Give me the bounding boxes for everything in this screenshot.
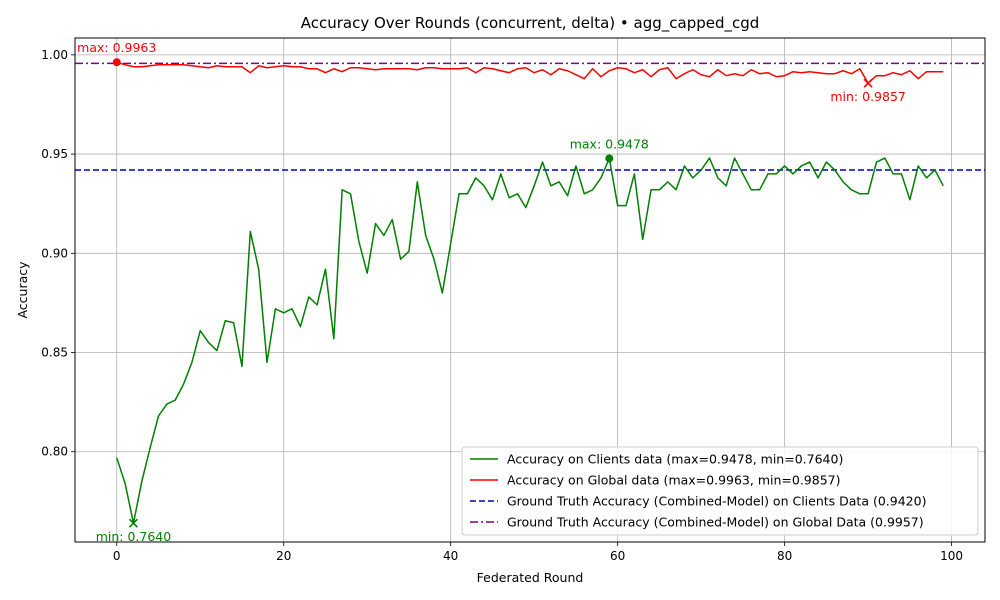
plot-frame — [74, 37, 986, 543]
x-axis-label: Federated Round — [477, 570, 584, 585]
x-axis-ticks: 0 20 40 60 80 100 — [113, 542, 963, 563]
chart-title: Accuracy Over Rounds (concurrent, delta)… — [301, 14, 760, 33]
legend-box — [461, 446, 979, 536]
x-tick-label: 40 — [443, 549, 458, 563]
x-tick-label: 20 — [276, 549, 291, 563]
y-tick-label: 1.00 — [41, 48, 68, 62]
min-marker-stroke — [863, 78, 873, 88]
y-tick-label: 0.80 — [41, 445, 68, 459]
annotation-label: max: 0.9963 — [77, 40, 156, 55]
legend-label: Ground Truth Accuracy (Combined-Model) o… — [507, 515, 924, 530]
legend-label: Accuracy on Clients data (max=0.9478, mi… — [507, 452, 843, 467]
min-marker — [128, 518, 139, 528]
y-axis-ticks: 0.80 0.85 0.90 0.95 1.00 — [41, 48, 75, 459]
annotation-label: min: 0.9857 — [830, 89, 906, 104]
reference-lines — [75, 62, 985, 171]
y-tick-label: 0.85 — [41, 346, 68, 360]
min-marker-stroke — [128, 518, 139, 528]
x-tick-label: 0 — [113, 549, 121, 563]
x-tick-label: 100 — [940, 549, 963, 563]
annotation-label: min: 0.7640 — [96, 529, 172, 544]
legend-label: Accuracy on Global data (max=0.9963, min… — [507, 473, 841, 488]
y-axis-label: Accuracy — [15, 261, 30, 319]
legend-label: Ground Truth Accuracy (Combined-Model) o… — [507, 494, 926, 509]
y-tick-label: 0.90 — [41, 246, 68, 260]
legend: Accuracy on Clients data (max=0.9478, mi… — [461, 446, 979, 536]
max-marker — [605, 154, 614, 163]
max-marker — [112, 58, 121, 67]
series-line-0 — [116, 157, 944, 524]
series-line-1 — [116, 61, 944, 84]
x-tick-label: 80 — [777, 549, 792, 563]
series-lines — [116, 61, 944, 524]
extremum-markers: max: 0.9963 min: 0.9857 max: 0.9478 min: 0.… — [77, 40, 906, 544]
min-marker — [863, 78, 873, 88]
annotation-label: max: 0.9478 — [570, 136, 649, 151]
x-tick-label: 60 — [610, 549, 625, 563]
y-tick-label: 0.95 — [41, 147, 68, 161]
